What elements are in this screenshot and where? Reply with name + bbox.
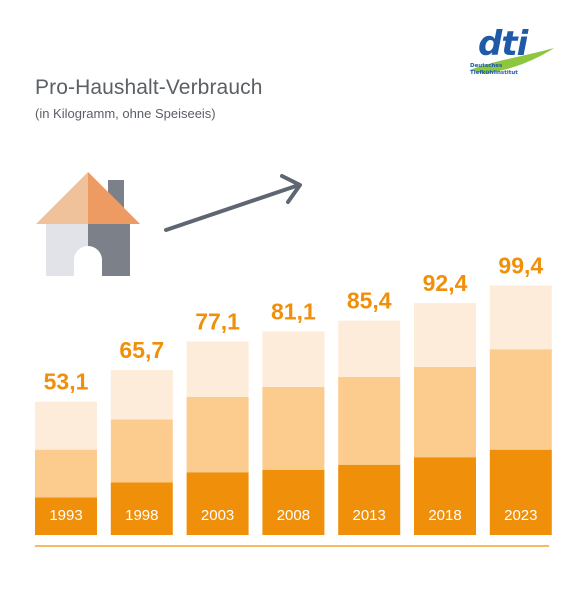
logo-subtext: Deutsches Tiefkühlinstitut	[470, 63, 518, 77]
bar-segment-2013-3	[338, 320, 401, 377]
year-label-2013: 2013	[353, 507, 386, 524]
bar-segment-1998-1	[110, 482, 173, 535]
bar-segment-2003-3	[186, 341, 249, 397]
logo-line-2: Tiefkühlinstitut	[470, 70, 518, 76]
dti-logo: dti Deutsches Tiefkühlinstitut	[466, 24, 556, 82]
bar-segment-2023-1	[489, 449, 552, 535]
bar-segment-2023-2	[489, 349, 552, 450]
page-title: Pro-Haushalt-Verbrauch	[35, 76, 263, 99]
bar-segment-2018-1	[414, 457, 476, 535]
value-label-2013: 85,4	[347, 288, 392, 314]
bar-segment-2008-2	[262, 386, 325, 470]
bar-segment-2018-3	[414, 303, 476, 367]
value-label-2018: 92,4	[423, 270, 468, 296]
bar-segment-2013-2	[338, 376, 401, 465]
value-label-1993: 53,1	[44, 369, 89, 395]
value-label-2003: 77,1	[195, 308, 240, 334]
value-label-2008: 81,1	[271, 298, 316, 324]
bar-segment-2008-3	[262, 331, 325, 387]
year-label-2003: 2003	[201, 507, 234, 524]
house-icon	[36, 172, 140, 276]
year-label-2018: 2018	[428, 507, 461, 524]
bar-segment-2013-1	[338, 464, 401, 535]
bar-segment-2003-2	[186, 396, 249, 473]
value-label-2023: 99,4	[498, 253, 543, 279]
value-label-1998: 65,7	[119, 337, 164, 363]
year-label-1998: 1998	[125, 507, 158, 524]
bar-segment-1998-2	[110, 419, 173, 483]
bar-segment-1998-3	[110, 370, 173, 420]
logo-line-1: Deutsches	[470, 63, 503, 69]
bar-segment-2023-3	[489, 285, 552, 350]
logo-swoosh-icon	[470, 48, 554, 74]
bar-segment-1993-1	[35, 497, 97, 535]
logo-word: dti	[478, 24, 528, 64]
year-label-2023: 2023	[504, 507, 537, 524]
arrow-up-right-icon	[164, 174, 302, 232]
bar-segment-1993-3	[35, 401, 97, 450]
page-subtitle: (in Kilogramm, ohne Speiseeis)	[35, 106, 216, 121]
bar-segment-2018-2	[414, 366, 476, 458]
bar-segment-2008-1	[262, 469, 325, 535]
year-label-2008: 2008	[277, 507, 310, 524]
year-label-1993: 1993	[49, 507, 82, 524]
bar-segment-2003-1	[186, 472, 249, 535]
bar-segment-1993-2	[35, 449, 97, 498]
